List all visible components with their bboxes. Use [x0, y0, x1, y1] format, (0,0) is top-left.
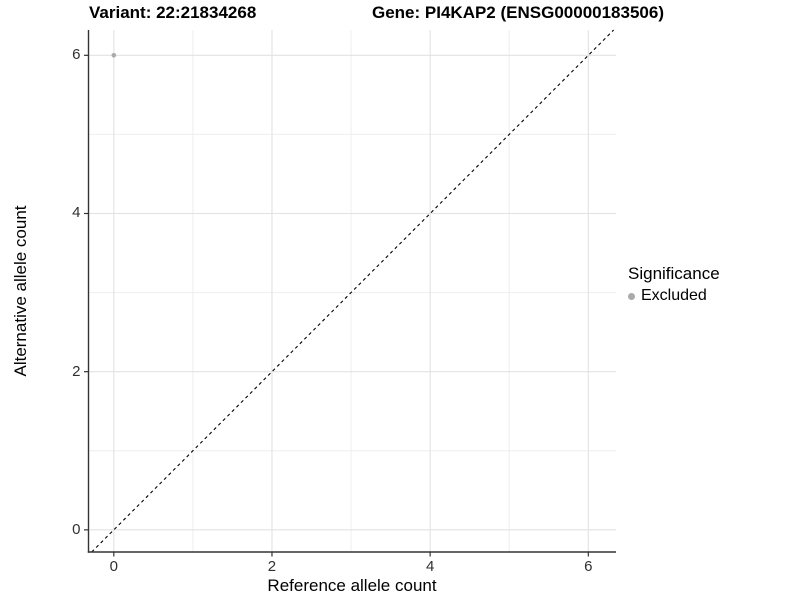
y-tick-label: 2: [72, 362, 81, 380]
variant-title: Variant: 22:21834268: [89, 3, 257, 22]
x-axis-title: Reference allele count: [267, 576, 437, 595]
legend-entry: Excluded: [628, 287, 720, 305]
y-tick-label: 0: [72, 520, 81, 538]
legend: Significance Excluded: [628, 264, 720, 305]
gene-title: Gene: PI4KAP2 (ENSG00000183506): [372, 3, 664, 22]
x-tick-label: 0: [109, 558, 118, 575]
x-tick-label: 6: [584, 558, 593, 575]
y-tick-label: 6: [72, 46, 81, 64]
legend-title: Significance: [628, 264, 720, 283]
y-tick-label: 4: [72, 204, 81, 222]
legend-entry-label: Excluded: [641, 287, 707, 304]
x-tick-label: 4: [425, 558, 435, 575]
data-point: [111, 53, 117, 58]
y-axis-title: Alternative allele count: [11, 205, 30, 377]
legend-point-icon: [628, 292, 635, 300]
x-tick-label: 2: [267, 558, 277, 575]
identity-dashed-line: [91, 29, 615, 553]
